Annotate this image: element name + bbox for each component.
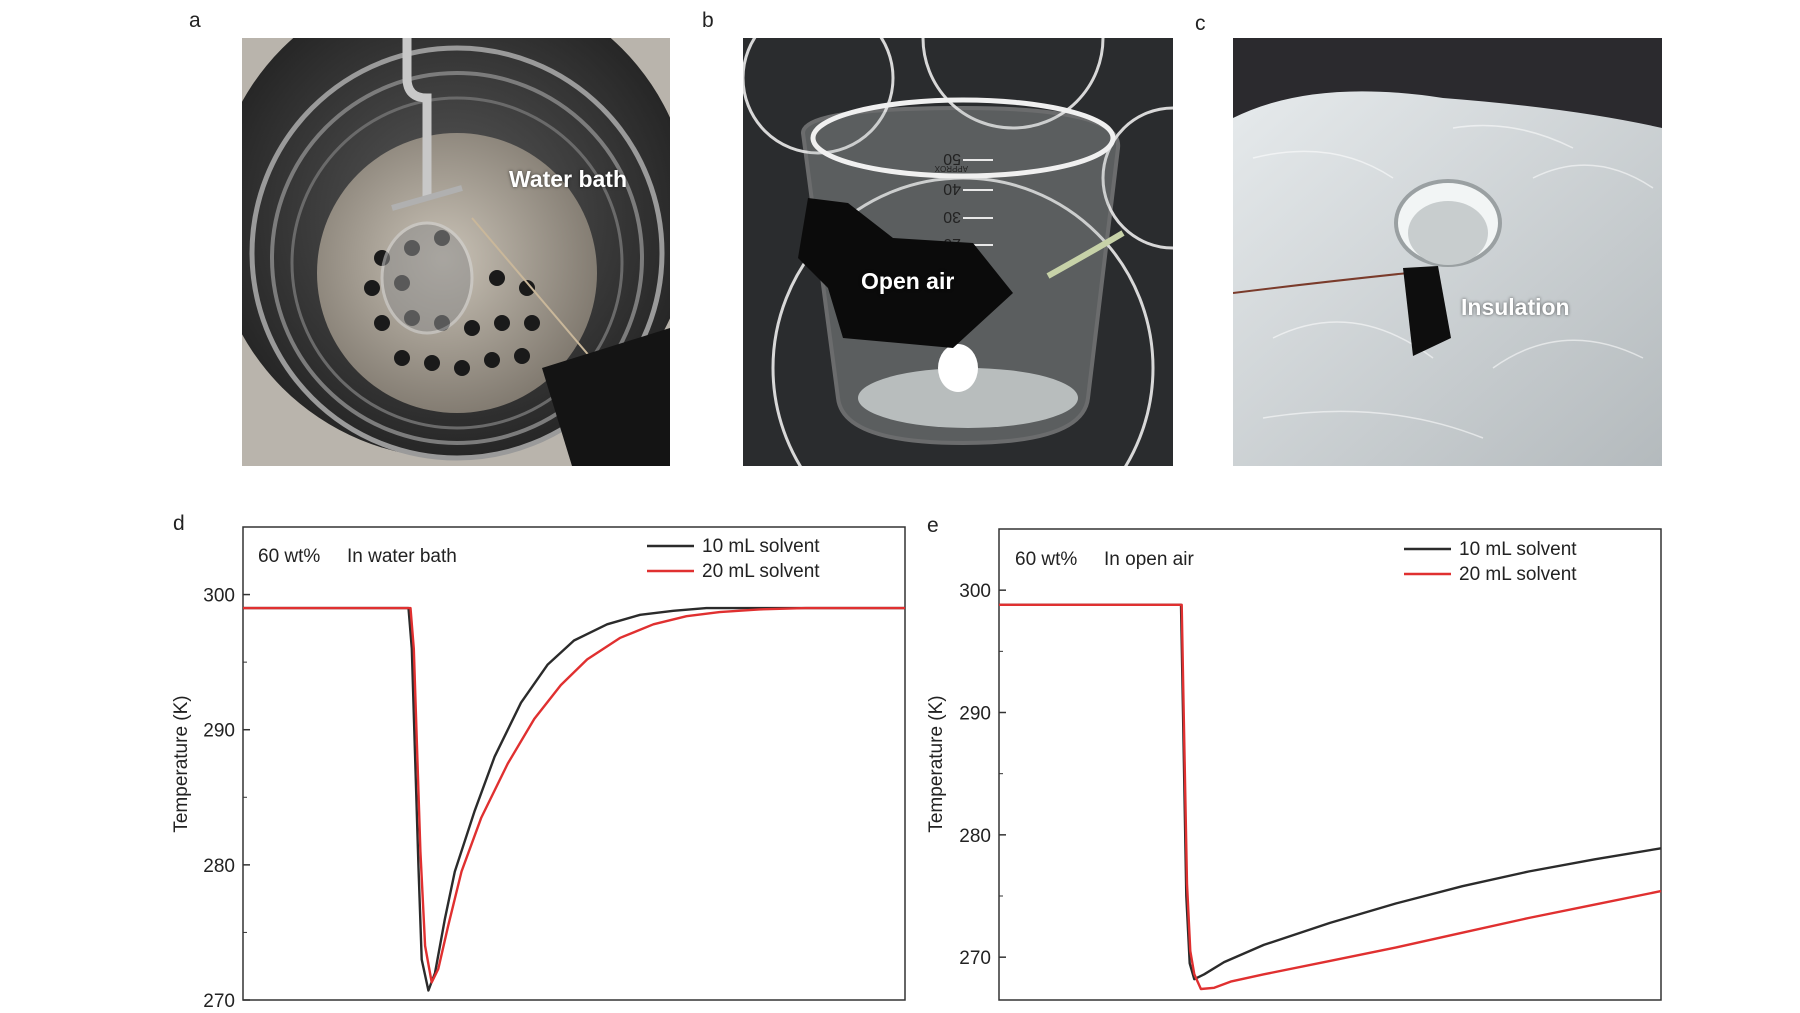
y-tick-label: 280: [203, 856, 235, 877]
series-line-1: [999, 603, 1662, 981]
panel-letter-d: d: [173, 512, 185, 535]
water-bath-label: Water bath: [509, 166, 627, 192]
y-tick-label: 280: [959, 826, 991, 847]
photo-open-air: 50 40 30 20 APPROX Open air: [743, 38, 1173, 466]
photo-water-bath: Water bath: [242, 38, 670, 466]
chart-e-annotation-condition: In open air: [1104, 549, 1194, 570]
y-tick-label: 270: [959, 948, 991, 969]
legend-label-1: 10 mL solvent: [1459, 539, 1577, 560]
panel-letter-e: e: [927, 514, 939, 537]
chart-e-annotation-concentration: 60 wt%: [1015, 549, 1077, 570]
chart-e-ylabel: Temperature (K): [926, 695, 947, 832]
legend-label-1: 10 mL solvent: [702, 536, 820, 557]
insulation-illustration: [1233, 38, 1662, 466]
chart-d-frame: [242, 526, 906, 1001]
y-tick-label: 300: [959, 581, 991, 602]
series-line-2: [999, 603, 1662, 991]
series-line-1: [243, 606, 905, 992]
chart-d-ylabel: Temperature (K): [171, 695, 192, 832]
legend-label-2: 20 mL solvent: [1459, 564, 1577, 585]
beaker-brand: APPROX: [934, 164, 968, 173]
water-bath-illustration: [242, 38, 670, 466]
beaker-mark-30: 30: [943, 208, 961, 225]
y-tick-label: 290: [959, 704, 991, 725]
chart-d-annotation-concentration: 60 wt%: [258, 546, 320, 567]
beaker-mark-40: 40: [943, 180, 961, 197]
chart-d-annotation-condition: In water bath: [347, 546, 457, 567]
beaker-mark-50: 50: [943, 150, 961, 167]
photo-insulation: Insulation: [1233, 38, 1662, 466]
y-tick-label: 290: [203, 721, 235, 742]
panel-letter-c: c: [1195, 12, 1206, 35]
y-tick-label: 270: [203, 991, 235, 1012]
legend-label-2: 20 mL solvent: [702, 561, 820, 582]
panel-letter-b: b: [702, 9, 714, 32]
chart-e-frame: [998, 528, 1662, 1001]
panel-letter-a: a: [189, 9, 201, 32]
series-line-2: [243, 606, 905, 984]
y-tick-label: 300: [203, 586, 235, 607]
beaker-illustration: 50 40 30 20 APPROX: [743, 38, 1173, 466]
insulation-label: Insulation: [1461, 294, 1570, 320]
open-air-label: Open air: [861, 268, 955, 294]
